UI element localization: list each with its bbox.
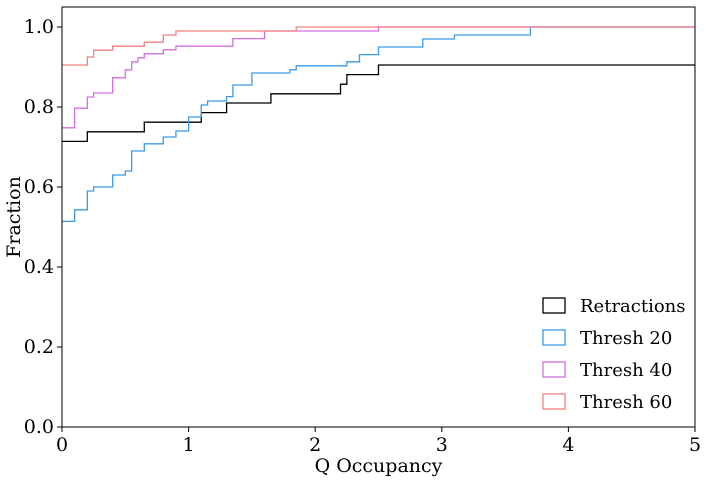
- x-axis: 0 1 2 3 4 5: [56, 427, 701, 456]
- x-tick-label: 1: [183, 434, 195, 456]
- y-axis-title: Fraction: [3, 176, 25, 258]
- legend-label: Retractions: [580, 296, 686, 317]
- legend-swatch: [542, 361, 566, 378]
- x-tick-label: 5: [689, 434, 701, 456]
- x-axis-title: Q Occupancy: [315, 455, 443, 477]
- series-line-thresh-60: [62, 26, 695, 66]
- legend-swatch: [542, 393, 566, 410]
- legend-label: Thresh 60: [580, 392, 672, 413]
- plot-frame: [61, 6, 696, 428]
- plot-background: [62, 7, 695, 427]
- legend-swatch: [542, 329, 566, 346]
- legend-label: Thresh 40: [580, 360, 672, 381]
- series-layer: [62, 26, 695, 223]
- x-tick-label: 3: [436, 434, 448, 456]
- x-tick-label: 0: [56, 434, 68, 456]
- series-line-thresh-20: [62, 26, 695, 223]
- y-axis: 0.0 0.2 0.4 0.6 0.8 1.0: [24, 16, 62, 438]
- x-tick-label: 2: [309, 434, 321, 456]
- y-tick-label: 0.2: [24, 336, 54, 358]
- legend-swatch: [542, 297, 566, 314]
- y-tick-label: 1.0: [24, 16, 54, 38]
- series-line-retractions: [62, 64, 695, 143]
- legend-label: Thresh 20: [580, 328, 672, 349]
- x-tick-label: 4: [562, 434, 574, 456]
- y-tick-label: 0.4: [24, 256, 54, 278]
- y-tick-label: 0.6: [24, 176, 54, 198]
- legend: Retractions Thresh 20 Thresh 40 Thresh 60: [542, 296, 686, 413]
- series-line-thresh-40: [62, 26, 695, 129]
- y-tick-label: 0.0: [24, 416, 54, 438]
- y-tick-label: 0.8: [24, 96, 54, 118]
